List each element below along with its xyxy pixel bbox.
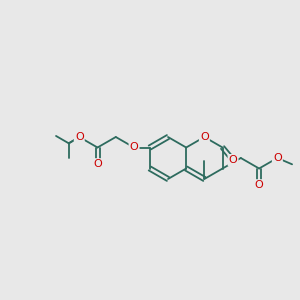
Text: O: O: [93, 159, 102, 169]
Text: O: O: [273, 153, 282, 163]
Text: O: O: [229, 155, 237, 165]
Text: O: O: [200, 132, 209, 142]
Text: O: O: [75, 132, 84, 142]
Text: O: O: [130, 142, 138, 152]
Text: O: O: [255, 180, 263, 190]
